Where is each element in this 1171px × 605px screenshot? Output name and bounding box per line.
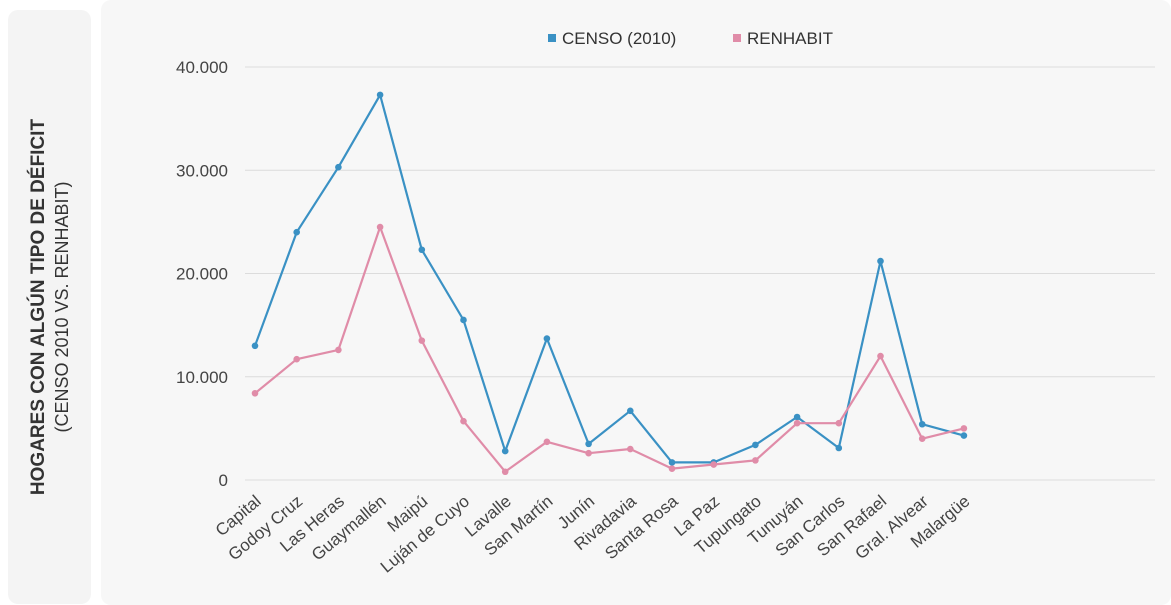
- data-point: [668, 459, 676, 466]
- data-point: [585, 449, 592, 457]
- series-line-renhabit: [254, 225, 965, 473]
- series-line-censo: [253, 93, 965, 464]
- y-axis-title-panel: HOGARES CON ALGÚN TIPO DE DÉFICIT (CENSO…: [8, 10, 91, 604]
- data-point: [793, 413, 801, 421]
- data-point: [251, 389, 259, 397]
- data-point: [627, 407, 634, 415]
- legend-marker: [548, 34, 556, 42]
- legend-label: CENSO (2010): [562, 29, 676, 48]
- data-point: [960, 432, 968, 439]
- data-point: [668, 465, 676, 472]
- data-point: [293, 355, 301, 363]
- data-point: [460, 417, 467, 425]
- data-point: [627, 445, 634, 453]
- data-point: [376, 223, 384, 231]
- data-point: [918, 435, 926, 443]
- data-point: [710, 461, 717, 468]
- data-point: [418, 246, 426, 254]
- data-point: [960, 425, 968, 432]
- data-point: [460, 316, 467, 324]
- data-point: [543, 438, 551, 446]
- data-point: [335, 346, 342, 354]
- data-point: [585, 440, 592, 448]
- data-point: [877, 257, 884, 265]
- data-point: [543, 335, 551, 342]
- data-point: [835, 419, 843, 427]
- legend-label: RENHABIT: [747, 29, 833, 48]
- y-tick-label: 0: [219, 471, 228, 490]
- data-point: [418, 337, 426, 344]
- data-point: [918, 420, 926, 428]
- data-point: [501, 468, 509, 476]
- data-point: [752, 457, 759, 464]
- legend-marker: [733, 34, 741, 42]
- data-point: [877, 352, 884, 360]
- y-tick-label: 20.000: [176, 265, 228, 284]
- data-point: [376, 91, 384, 99]
- data-point: [835, 444, 843, 452]
- data-point: [251, 342, 259, 350]
- chart-panel: [101, 0, 1171, 605]
- data-point: [752, 441, 759, 449]
- data-point: [793, 419, 801, 427]
- data-point: [293, 228, 301, 236]
- y-tick-label: 30.000: [176, 161, 228, 180]
- data-point: [335, 163, 342, 171]
- data-point: [501, 447, 509, 455]
- y-tick-label: 40.000: [176, 58, 228, 77]
- y-tick-label: 10.000: [176, 368, 228, 387]
